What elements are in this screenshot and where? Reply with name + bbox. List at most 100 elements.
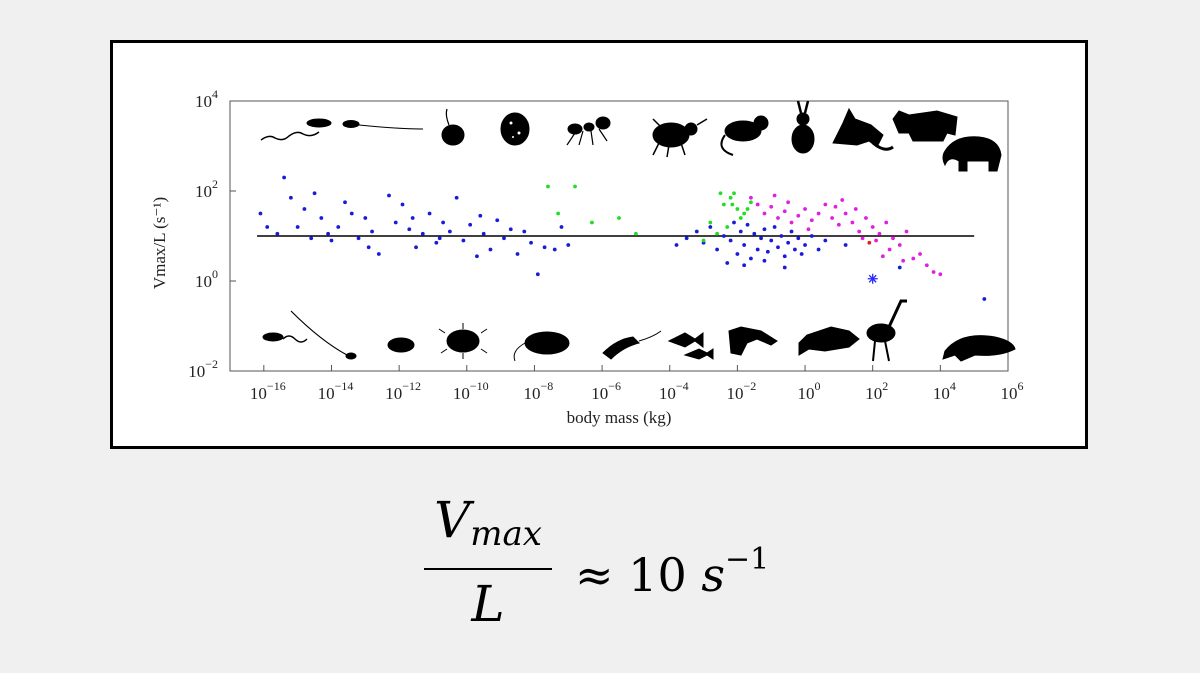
rhino-icon [892, 110, 958, 142]
data-point-blue [816, 247, 821, 252]
data-point-magenta [901, 258, 906, 263]
ant-icon [566, 116, 611, 146]
data-point-green [742, 211, 747, 216]
data-point-blue [312, 191, 317, 196]
data-point-magenta [806, 227, 811, 232]
fraction-bar [424, 568, 552, 570]
data-point-blue [762, 227, 767, 232]
data-point-magenta [897, 243, 902, 247]
data-point-magenta [843, 211, 848, 216]
data-point-magenta [904, 229, 909, 234]
data-point-magenta [924, 263, 929, 268]
ciliate-hairy-icon [438, 323, 488, 359]
data-point-magenta [833, 204, 838, 209]
data-point-blue [715, 247, 719, 252]
x-tick-label: 10−14 [318, 379, 354, 403]
data-point-blue [552, 247, 557, 252]
data-point-magenta [911, 256, 916, 261]
data-point-blue [776, 245, 780, 250]
data-point-blue [735, 252, 740, 256]
data-point-blue [258, 211, 263, 216]
data-point-magenta [772, 193, 777, 198]
rabbit-icon [791, 100, 815, 154]
x-tick-label: 10−8 [524, 379, 554, 403]
data-point-magenta [931, 270, 936, 274]
data-point-blue [738, 229, 743, 234]
data-point-blue [566, 243, 571, 247]
y-axis-label: Vmax/L (s⁻¹) [150, 197, 169, 289]
data-point-blue [326, 231, 330, 236]
y-tick-label: 102 [195, 177, 218, 201]
data-point-magenta [762, 211, 767, 216]
data-point-blue [769, 238, 774, 243]
data-point-blue [370, 229, 374, 234]
data-point-blue [721, 234, 726, 238]
data-point-green [721, 202, 726, 207]
data-point-green [728, 195, 733, 200]
data-point-blue [796, 236, 801, 241]
data-point-blue [410, 216, 415, 220]
data-point-blue [843, 243, 848, 247]
data-point-blue [356, 236, 361, 241]
data-point-blue [522, 229, 527, 234]
data-point-blue [755, 247, 760, 252]
data-point-blue [809, 234, 814, 238]
data-point-magenta [803, 207, 807, 211]
data-point-blue [447, 229, 452, 234]
elephant-icon [942, 136, 1002, 172]
data-point-blue [786, 240, 791, 245]
data-point-green [718, 191, 723, 196]
data-point-blue [282, 175, 287, 180]
data-point-blue [420, 231, 425, 236]
data-point-blue [427, 211, 432, 216]
data-point-magenta [891, 236, 895, 241]
data-point-blue [765, 249, 770, 254]
numerator-subscript: max [470, 514, 542, 554]
ostrich-icon [866, 299, 907, 362]
formula-unit-exponent: −1 [724, 542, 770, 577]
data-point-blue [759, 236, 763, 241]
data-point-blue [434, 240, 439, 245]
data-point-blue [559, 225, 564, 229]
data-point-green [732, 191, 736, 196]
data-point-blue [478, 213, 483, 218]
fish-icon [667, 332, 714, 360]
data-point-blue [742, 263, 747, 268]
data-point-blue [732, 220, 736, 225]
data-point-blue [336, 225, 341, 229]
data-point-blue [799, 252, 804, 256]
x-tick-label: 10−10 [453, 379, 489, 403]
data-point-magenta [749, 195, 753, 200]
x-tick-label: 10−16 [250, 379, 286, 403]
data-point-blue [502, 236, 506, 241]
data-point-blue [745, 222, 750, 227]
x-tick-label: 106 [1001, 379, 1024, 403]
top-silhouettes [260, 100, 1002, 172]
whale-icon [942, 335, 1016, 362]
data-point-magenta [755, 202, 760, 207]
data-point-magenta [840, 198, 845, 202]
data-point-magenta [836, 222, 841, 227]
data-point-blue [366, 245, 371, 250]
data-point-magenta [789, 220, 794, 225]
x-tick-label: 10−4 [659, 379, 689, 403]
data-point-blue [708, 225, 713, 229]
data-point-magenta [874, 238, 878, 243]
data-point-green [701, 238, 706, 243]
data-point-blue [529, 240, 533, 245]
data-point-green [745, 207, 750, 211]
paramecium-icon [441, 108, 465, 146]
x-tick-label: 10−2 [727, 379, 757, 403]
y-tick-label: 10−2 [188, 357, 218, 381]
bottom-silhouettes [262, 299, 1016, 362]
flagellate-icon [260, 118, 332, 141]
data-point-blue [309, 236, 314, 241]
protozoan-icon [513, 331, 570, 362]
data-point-blue [823, 238, 828, 243]
data-point-blue [792, 247, 797, 252]
plot-area [229, 100, 1009, 372]
data-point-magenta [864, 216, 868, 220]
x-tick-label: 10−12 [385, 379, 421, 403]
data-point-magenta [938, 272, 943, 277]
mouse-icon [720, 115, 769, 156]
